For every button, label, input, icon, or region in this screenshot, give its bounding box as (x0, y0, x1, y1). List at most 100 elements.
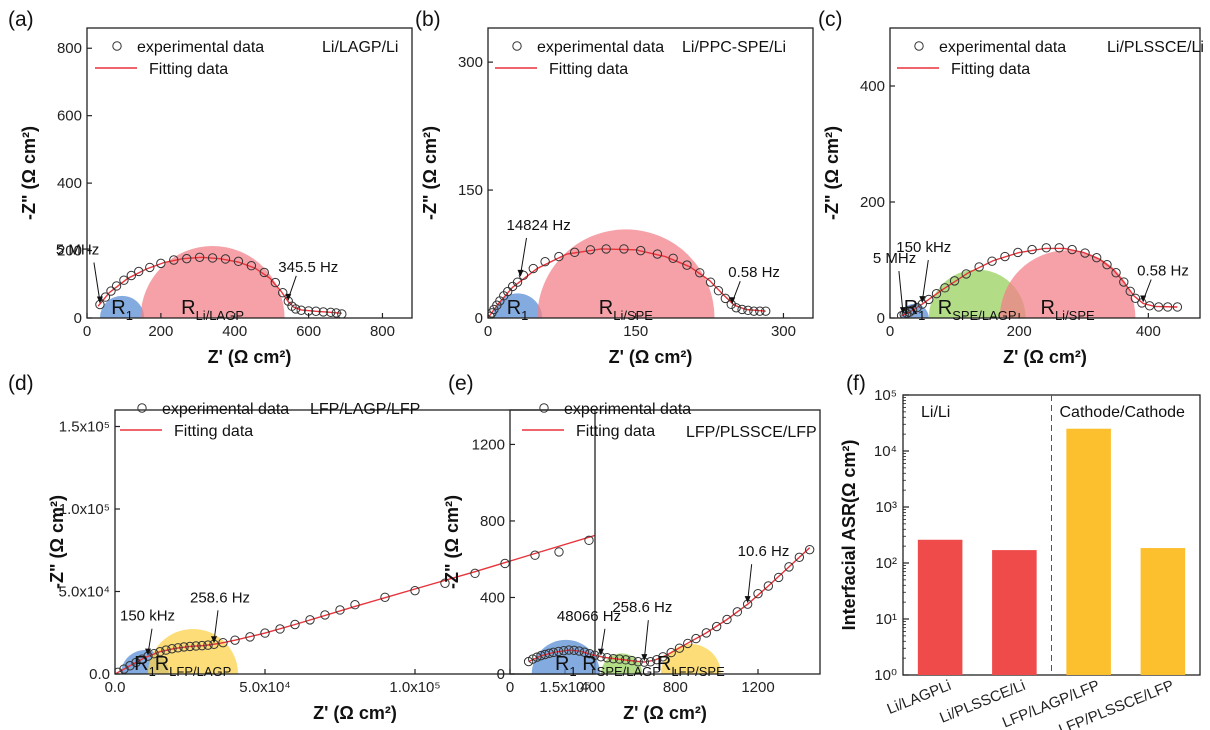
x-tick-label: 400 (1136, 323, 1161, 340)
x-tick-label: 400 (222, 323, 247, 340)
y-tick-label: 0 (74, 310, 82, 327)
experimental-point (695, 268, 705, 278)
experimental-point (1102, 259, 1112, 270)
experimental-point (185, 641, 195, 652)
panel-label: (c) (818, 8, 843, 31)
experimental-point (318, 307, 329, 317)
frequency-annotation: 0.58 Hz (1137, 263, 1189, 280)
experimental-point (218, 637, 228, 648)
experimental-point (666, 647, 676, 658)
experimental-point (1125, 286, 1135, 297)
region-label: R1 (555, 653, 577, 679)
experimental-point (145, 262, 155, 273)
experimental-point (633, 657, 643, 667)
experimental-point (1111, 268, 1121, 278)
x-tick-label: 1.5x10⁵ (539, 679, 590, 696)
experimental-point (290, 619, 300, 630)
experimental-point (179, 642, 189, 652)
region-label: RLi/LAGP (181, 297, 244, 323)
bar-2 (992, 550, 1037, 675)
y-tick-label: 0 (475, 310, 483, 327)
experimental-point (1130, 293, 1141, 303)
experimental-point (131, 657, 141, 668)
legend-label-experimental: experimental data (162, 401, 289, 418)
region-subscript: 1 (126, 308, 133, 323)
experimental-point (155, 647, 165, 657)
experimental-point (290, 304, 301, 314)
annotation-arrowhead (729, 297, 736, 305)
experimental-point (569, 645, 579, 655)
experimental-point (652, 249, 663, 259)
experimental-point (337, 309, 347, 318)
x-tick-label: 0 (83, 323, 91, 340)
experimental-point (1153, 302, 1164, 312)
experimental-point (203, 640, 213, 650)
region-symbol: R (938, 297, 952, 319)
region-label: R1 (111, 297, 133, 323)
region-subscript: Li/LAGP (196, 308, 244, 323)
y-axis-label: -Z" (Ω cm²) (420, 126, 440, 220)
group-label-li: Li/Li (921, 404, 950, 421)
experimental-point (590, 650, 600, 660)
y-tick-label: 150 (458, 182, 483, 199)
region-label: RSPE/LAGP (938, 297, 1017, 323)
y-tick-label: 0.0 (89, 666, 110, 683)
experimental-point (584, 649, 595, 659)
y-axis-label: -Z" (Ω cm²) (442, 495, 462, 589)
experimental-point (296, 305, 306, 315)
experimental-point (167, 644, 177, 654)
region-subscript: 1 (149, 664, 156, 679)
experimental-point (149, 649, 159, 659)
y-tick-label: 10⁰ (874, 667, 897, 684)
experimental-point (194, 252, 205, 263)
experimental-point (645, 657, 656, 667)
legend-marker-experimental (512, 41, 522, 51)
experimental-point (182, 253, 192, 264)
cell-title: Li/LAGP/Li (322, 39, 398, 56)
y-tick-label: 800 (480, 513, 505, 530)
experimental-point (924, 294, 934, 305)
region-subscript: SPE/LAGP (597, 664, 661, 679)
x-tick-label: 1.0x10⁵ (389, 679, 440, 696)
experimental-point (743, 305, 753, 316)
experimental-point (275, 624, 285, 634)
experimental-point (602, 653, 612, 663)
experimental-point (912, 302, 922, 313)
experimental-point (705, 277, 716, 287)
experimental-point (173, 643, 183, 653)
experimental-point (579, 647, 590, 657)
experimental-point (246, 261, 257, 271)
y-axis-label: -Z" (Ω cm²) (822, 126, 842, 220)
experimental-point (126, 270, 137, 281)
experimental-point (658, 652, 668, 662)
group-label-cathode: Cathode/Cathode (1060, 404, 1186, 421)
region-blue-semicircle (99, 295, 145, 318)
axes-frame (86, 27, 413, 319)
experimental-point (502, 286, 513, 297)
bar-4 (1140, 548, 1186, 675)
experimental-point (1144, 301, 1155, 311)
region-symbol: R (111, 297, 125, 319)
experimental-point (532, 652, 542, 662)
experimental-point (627, 655, 637, 666)
experimental-point (106, 286, 116, 296)
frequency-annotation: 345.5 Hz (278, 259, 338, 276)
region-pink-semicircle (537, 229, 715, 318)
experimental-point (197, 640, 207, 651)
experimental-point (207, 253, 218, 263)
experimental-point (119, 664, 129, 674)
panel-a: (a) 0 200 400 600 800 0 200 400 600 800 Z' (Ω cm²) -… (8, 8, 413, 367)
experimental-point (601, 244, 611, 254)
legend-label-experimental: experimental data (137, 39, 264, 56)
experimental-point (380, 592, 390, 602)
region-subscript: LFP/SPE (671, 664, 725, 679)
experimental-point (137, 654, 147, 664)
legend-label-experimental: experimental data (939, 39, 1066, 56)
experimental-point (737, 304, 747, 315)
experimental-point (1027, 244, 1037, 255)
experimental-point (410, 585, 420, 596)
experimental-point (931, 288, 942, 299)
experimental-point (1119, 277, 1129, 287)
experimental-point (134, 266, 144, 277)
experimental-point (731, 303, 741, 313)
